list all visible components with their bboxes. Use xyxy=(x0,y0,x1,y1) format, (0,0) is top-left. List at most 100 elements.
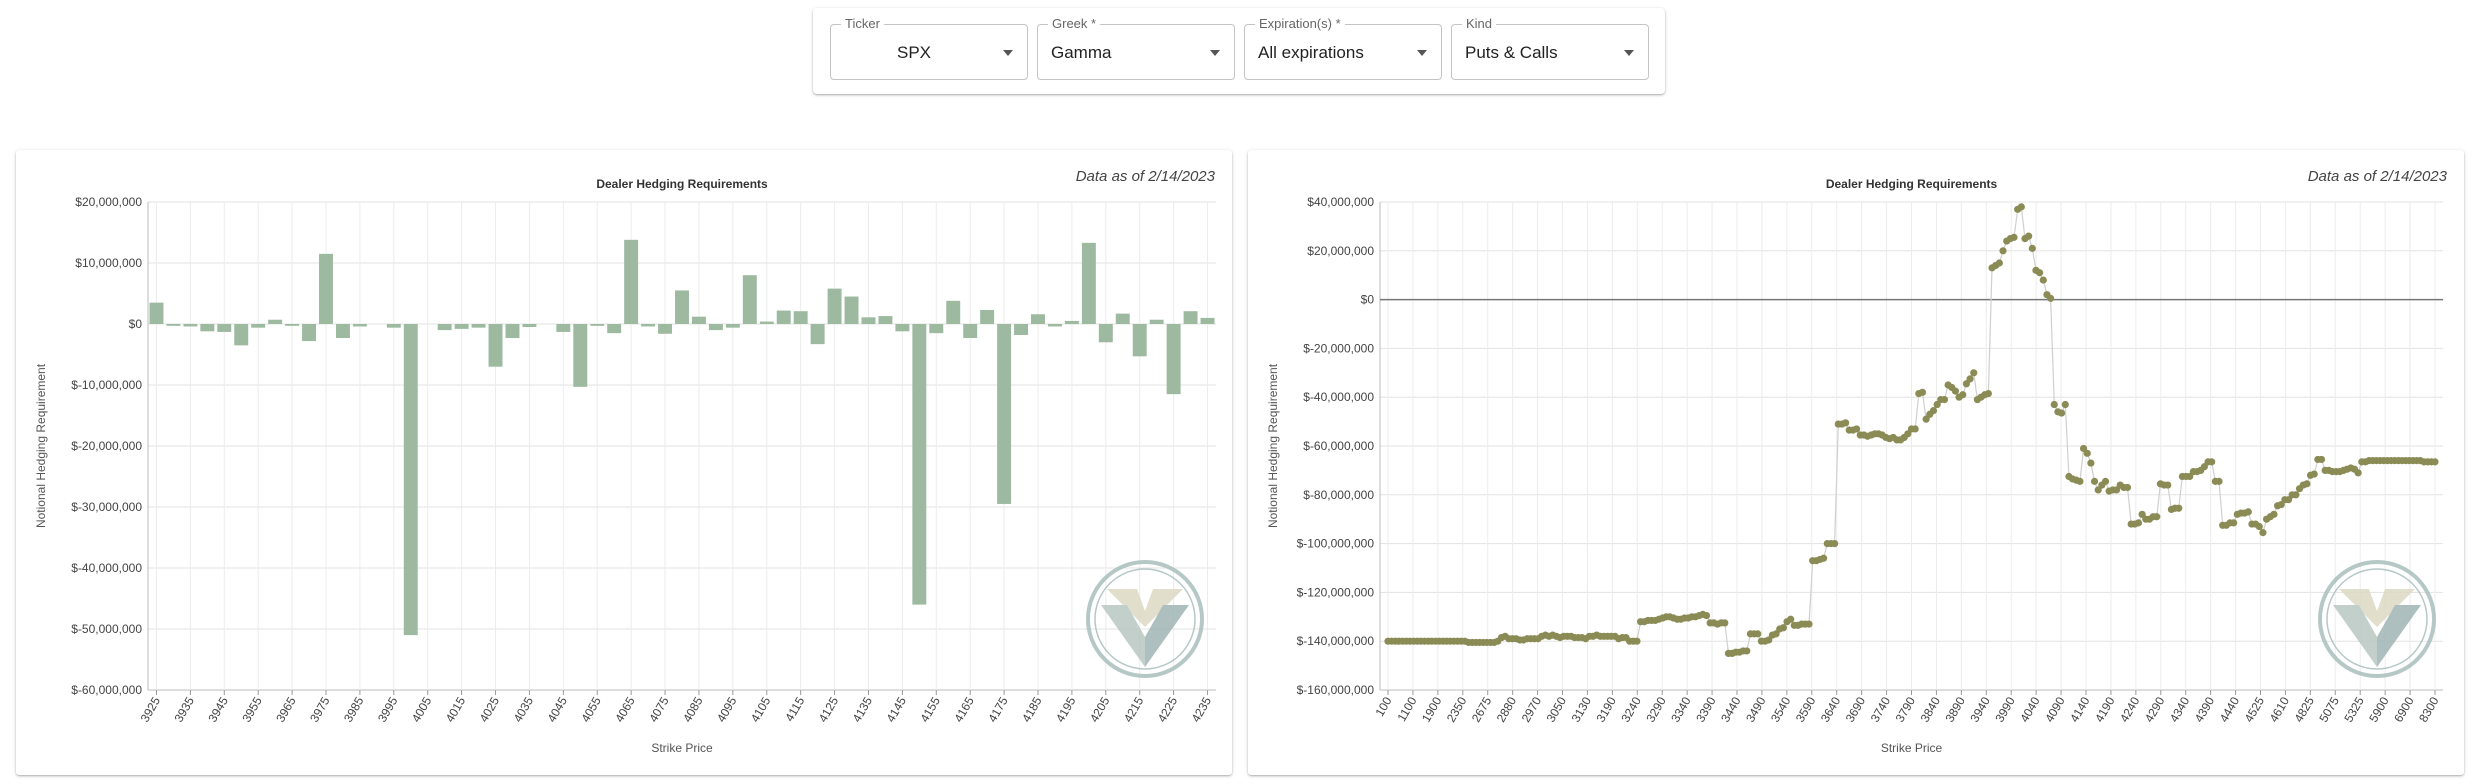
data-point xyxy=(2310,470,2318,478)
greek-label: Greek * xyxy=(1048,16,1101,31)
data-point xyxy=(1779,624,1787,632)
bar xyxy=(641,324,656,327)
y-tick-label: $-20,000,000 xyxy=(71,439,142,453)
data-point xyxy=(1929,407,1938,415)
data-point xyxy=(2017,203,2025,211)
data-point xyxy=(2076,477,2084,485)
x-tick-label: 4155 xyxy=(917,694,943,724)
y-tick-label: $-30,000,000 xyxy=(71,500,142,514)
data-point xyxy=(1911,425,1919,433)
y-axis-label: Notional Hedging Requirement xyxy=(1266,363,1280,528)
x-tick-label: 4205 xyxy=(1087,694,1113,724)
y-tick-label: $10,000,000 xyxy=(75,256,142,270)
data-point xyxy=(2292,491,2300,499)
x-tick-label: 100 xyxy=(1372,694,1394,719)
data-point xyxy=(2317,455,2326,464)
bar xyxy=(980,309,995,324)
data-point xyxy=(2431,458,2439,466)
x-tick-label: 4035 xyxy=(511,694,537,724)
x-tick-label: 4240 xyxy=(2117,694,2143,724)
data-point xyxy=(2101,477,2110,485)
bar xyxy=(234,324,249,346)
x-tick-label: 2675 xyxy=(1469,694,1495,724)
data-point xyxy=(2175,504,2183,512)
gamma-by-strike-panel: $20,000,000 $10,000,000 $0 $-10,000,000 $-20… xyxy=(16,150,1232,775)
ticker-select[interactable]: Ticker SPX xyxy=(830,16,1028,80)
brand-logo-icon xyxy=(2318,560,2436,678)
y-tick-label: $-120,000,000 xyxy=(1297,585,1375,599)
bar xyxy=(1081,242,1096,324)
y-tick-label: $-60,000,000 xyxy=(1303,439,1374,453)
bar xyxy=(217,324,232,332)
kind-label: Kind xyxy=(1462,16,1497,31)
data-as-of-label: Data as of 2/14/2023 xyxy=(2307,168,2447,185)
x-tick-label: 8300 xyxy=(2416,694,2442,724)
y-tick-label: $-160,000,000 xyxy=(1297,683,1375,697)
x-tick-label: 3240 xyxy=(1618,694,1644,724)
data-point xyxy=(1966,375,1974,383)
bar xyxy=(403,324,418,636)
x-tick-label: 3840 xyxy=(1918,694,1944,724)
x-tick-label: 4075 xyxy=(646,694,672,724)
x-tick-label: 4115 xyxy=(782,694,807,724)
data-point xyxy=(2259,529,2267,537)
bar xyxy=(285,324,300,326)
x-tick-label: 3690 xyxy=(1843,694,1869,724)
bar xyxy=(895,324,910,332)
x-tick-label: 4190 xyxy=(2092,694,2118,724)
bar xyxy=(302,324,317,342)
x-tick-label: 4135 xyxy=(850,694,876,724)
data-point xyxy=(1852,425,1861,433)
x-tick-label: 4175 xyxy=(985,694,1011,724)
greek-select[interactable]: Greek * Gamma xyxy=(1037,16,1235,80)
x-tick-label: 4055 xyxy=(578,694,604,724)
data-point xyxy=(2208,458,2216,466)
data-point xyxy=(1918,388,1927,396)
data-point xyxy=(2123,483,2132,492)
x-tick-label: 4005 xyxy=(409,694,435,724)
x-tick-label: 4215 xyxy=(1121,694,1147,724)
x-tick-label: 4025 xyxy=(477,694,503,724)
x-tick-label: 3540 xyxy=(1768,694,1794,724)
x-tick-label: 4235 xyxy=(1189,694,1215,724)
x-tick-label: 4165 xyxy=(951,694,977,724)
y-tick-label: $20,000,000 xyxy=(75,195,142,209)
x-tick-label: 1900 xyxy=(1419,694,1445,724)
data-point xyxy=(1831,540,1839,548)
bar xyxy=(454,324,469,329)
y-tick-label: $-60,000,000 xyxy=(71,683,142,697)
x-tick-label: 1100 xyxy=(1394,694,1419,724)
data-point xyxy=(2047,294,2055,302)
x-tick-label: 4090 xyxy=(2042,694,2068,724)
data-point xyxy=(1940,396,1949,404)
bar xyxy=(742,275,757,324)
expiration-select[interactable]: Expiration(s) * All expirations xyxy=(1244,16,1442,80)
bar xyxy=(1200,317,1215,324)
bar xyxy=(963,324,978,339)
gamma-profile-chart: $40,000,000 $20,000,000 $0 $-20,000,000 $-40… xyxy=(1266,177,2443,755)
expiration-value: All expirations xyxy=(1258,43,1364,62)
data-point xyxy=(1995,259,2003,267)
data-point xyxy=(2230,519,2238,527)
x-tick-label: 4015 xyxy=(443,694,469,724)
x-tick-label: 3990 xyxy=(1992,694,2018,724)
kind-select[interactable]: Kind Puts & Calls xyxy=(1451,16,1649,80)
x-tick-label: 3890 xyxy=(1942,694,1968,724)
data-point xyxy=(2036,269,2044,277)
data-point xyxy=(2028,244,2036,252)
data-point xyxy=(1787,615,1795,623)
x-tick-label: 4195 xyxy=(1053,694,1079,724)
bar xyxy=(1064,320,1079,324)
x-tick-label: 4145 xyxy=(884,694,910,724)
data-point xyxy=(1842,419,1850,427)
data-point xyxy=(1959,391,1967,399)
bar xyxy=(386,324,401,328)
data-point xyxy=(2061,400,2069,409)
x-tick-label: 3590 xyxy=(1793,694,1819,724)
x-tick-label: 3940 xyxy=(1967,694,1993,724)
x-tick-label: 4525 xyxy=(2242,694,2268,724)
greek-value: Gamma xyxy=(1051,43,1112,62)
x-tick-label: 5325 xyxy=(2341,694,2367,724)
x-tick-label: 3935 xyxy=(172,694,198,724)
y-tick-label: $-140,000,000 xyxy=(1297,634,1375,648)
